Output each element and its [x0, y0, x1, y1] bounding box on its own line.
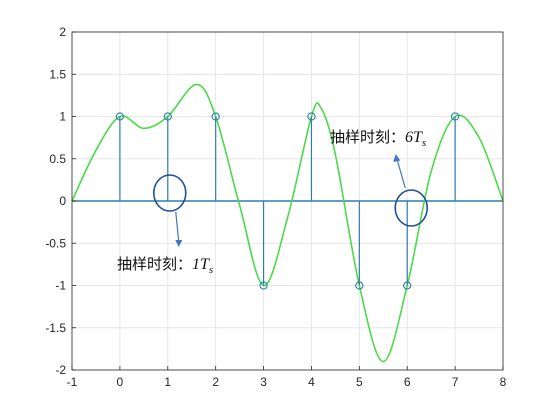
x-tick-label: 7: [452, 375, 459, 389]
annotation-cn-6: 抽样时刻：: [330, 128, 405, 146]
annotation-math-1: 1Ts: [192, 256, 213, 276]
x-tick-label: 5: [356, 375, 363, 389]
stem-marker: [450, 112, 460, 121]
stem-marker: [163, 112, 172, 121]
x-tick-label: 0: [117, 375, 124, 389]
annotations: 抽样时刻：1Ts 抽样时刻：6Ts: [117, 128, 429, 276]
annotation-cn-1: 抽样时刻：: [117, 255, 192, 273]
arrow-6: [396, 159, 406, 189]
axes-box: [71, 31, 504, 371]
stem-marker: [211, 112, 220, 121]
y-tick-label: 1: [59, 110, 66, 124]
signal-curve: [71, 83, 504, 363]
annotation-label-1: 抽样时刻：1Ts: [117, 255, 213, 276]
y-tick-label: -1.5: [45, 321, 66, 335]
x-tick-label: -1: [67, 375, 78, 389]
stem-marker: [259, 281, 268, 290]
sample-stems: [115, 112, 460, 290]
x-tick-labels: -1 0 1 2 3 4 5 6 7 8: [67, 375, 507, 389]
stem-marker: [307, 112, 316, 121]
x-tick-label: 1: [164, 375, 171, 389]
arrow-head-6: [393, 154, 401, 162]
stem-marker: [403, 281, 412, 290]
signal-curve-path: [71, 83, 504, 363]
y-tick-labels: 2 1.5 1 0.5 0 -0.5 -1 -1.5 -2: [45, 25, 66, 377]
x-tick-label: 6: [404, 375, 411, 389]
y-tick-label: -1: [55, 279, 66, 293]
y-tick-label: -2: [55, 363, 66, 377]
annotation-sample-6: 抽样时刻：6Ts: [330, 128, 429, 227]
x-tick-label: 8: [500, 375, 507, 389]
annotation-label-6: 抽样时刻：6Ts: [330, 128, 426, 149]
x-tick-label: 2: [212, 375, 219, 389]
annotation-sample-1: 抽样时刻：1Ts: [117, 174, 213, 276]
highlight-circle-1: [152, 174, 187, 212]
x-tick-label: 4: [308, 375, 315, 389]
y-tick-label: 2: [59, 25, 66, 39]
x-tick-label: 3: [260, 375, 267, 389]
arrow-1: [175, 211, 180, 243]
highlight-circle-6: [394, 189, 429, 227]
stem-marker: [355, 281, 364, 290]
y-tick-label: 1.5: [49, 67, 66, 81]
stem-marker: [115, 112, 125, 121]
annotation-math-6: 6Ts: [405, 129, 426, 149]
arrow-head-1: [175, 240, 183, 247]
y-tick-label: 0.5: [49, 152, 66, 166]
y-tick-label: -0.5: [45, 236, 66, 250]
y-tick-label: 0: [59, 194, 66, 208]
